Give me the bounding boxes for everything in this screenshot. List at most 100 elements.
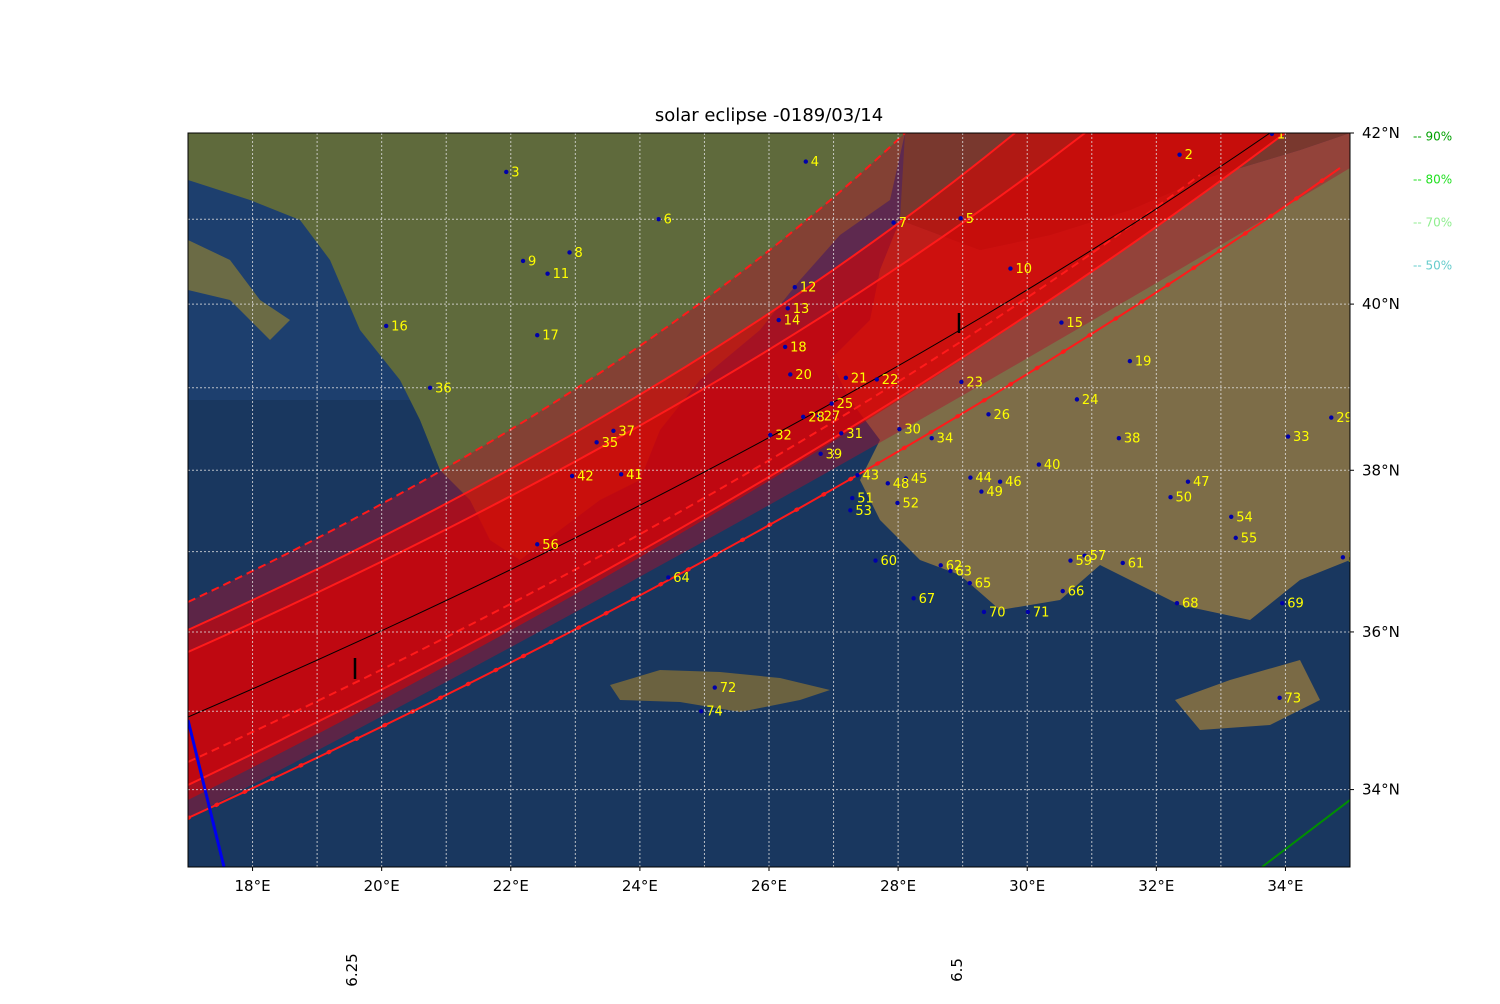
place-label: 38: [1124, 432, 1141, 447]
place-dot: [567, 250, 572, 255]
place-label: 55: [1241, 531, 1258, 546]
place-dot: [885, 481, 890, 486]
place-label: 39: [826, 447, 843, 462]
place-label: 74: [706, 705, 723, 720]
legend-entry: -- 90%: [1413, 130, 1452, 144]
central-band: [188, 133, 1285, 785]
x-tick-label: 34°E: [1267, 877, 1303, 895]
place-dot: [843, 375, 849, 380]
place-dot: [712, 685, 717, 690]
place-dot: [839, 431, 844, 436]
place-label: 56: [542, 538, 559, 553]
place-label: 8: [575, 246, 583, 261]
map-title: solar eclipse -0189/03/14: [655, 105, 883, 126]
place-label: 24: [1082, 393, 1099, 408]
place-label: 13: [793, 302, 810, 317]
place-dot: [948, 568, 953, 574]
y-tick-label: 38°N: [1362, 461, 1400, 479]
place-dot: [848, 508, 853, 513]
place-dot: [816, 413, 821, 419]
y-tick-label: 34°N: [1362, 781, 1400, 799]
place-label: 67: [919, 592, 936, 607]
x-tick-label: 22°E: [493, 877, 529, 895]
limit-line: [188, 719, 226, 867]
place-dot: [959, 379, 964, 385]
place-dot: [903, 476, 909, 481]
place-label: 11: [553, 267, 570, 282]
place-label: 53: [855, 504, 872, 519]
place-label: 5: [966, 212, 974, 227]
place-dot: [699, 709, 704, 714]
place-label: 32: [775, 428, 792, 443]
land-cyprus: [1175, 660, 1320, 730]
place-dot: [895, 500, 900, 506]
limit-line: [1261, 799, 1350, 867]
place-label: 65: [975, 577, 992, 592]
place-dot: [535, 332, 540, 338]
boundary-dashed: [188, 174, 1201, 763]
place-label: 25: [837, 397, 854, 412]
place-label: 50: [1176, 491, 1193, 506]
place-dot: [383, 323, 389, 329]
place-label: 42: [577, 469, 594, 484]
place-dot: [911, 596, 916, 601]
place-dot: [1233, 535, 1238, 541]
place-label: 23: [966, 375, 983, 390]
time-label: 6.25: [343, 953, 361, 986]
place-dot: [897, 426, 902, 432]
place-label: 54: [1236, 510, 1253, 525]
place-label: 6: [664, 213, 672, 228]
place-dot: [1082, 553, 1087, 558]
place-dot: [1329, 415, 1334, 420]
place-label: 14: [784, 314, 801, 329]
place-label: 26: [993, 408, 1010, 423]
place-dot: [656, 216, 661, 222]
legend: -- 90% -- 80% -- 70% -- 50%: [1413, 130, 1452, 273]
land-italy: [188, 240, 290, 340]
place-label: 3: [511, 165, 519, 180]
place-label: 60: [881, 554, 898, 569]
place-dot: [1269, 133, 1275, 137]
place-label: 61: [1128, 556, 1145, 571]
place-dot: [427, 385, 433, 390]
place-label: 51: [857, 492, 874, 507]
place-dot: [855, 472, 860, 478]
place-dot: [986, 412, 991, 417]
place-label: 70: [989, 605, 1006, 620]
place-dot: [968, 475, 973, 480]
place-dot: [1059, 320, 1064, 325]
place-label: 22: [882, 373, 899, 388]
place-dot: [1280, 600, 1285, 606]
place-label: 72: [720, 681, 737, 696]
place-label: 52: [902, 496, 919, 511]
legend-entry: -- 80%: [1413, 173, 1452, 187]
place-label: 17: [542, 329, 559, 344]
place-dot: [874, 377, 880, 382]
place-label: 18: [790, 340, 807, 355]
x-tick-label: 26°E: [751, 877, 787, 895]
place-dot: [611, 428, 616, 434]
place-label: 19: [1135, 355, 1152, 370]
place-label: 66: [1068, 585, 1085, 600]
place-dot: [1116, 436, 1122, 441]
place-label: 4: [811, 155, 819, 170]
place-dot: [1174, 600, 1180, 606]
place-label: 58: [1348, 551, 1365, 566]
place-dot: [1120, 560, 1125, 566]
place-label: 2: [1185, 148, 1193, 163]
place-label: 71: [1033, 605, 1050, 620]
time-label: 6.5: [948, 958, 966, 982]
place-label: 45: [911, 472, 928, 487]
place-label: 9: [528, 254, 536, 269]
place-dot: [803, 159, 808, 164]
y-tick-label: 40°N: [1362, 295, 1400, 313]
place-label: 64: [673, 571, 690, 586]
place-label: 21: [851, 371, 868, 386]
place-dot: [776, 317, 781, 323]
boundary: [188, 167, 1341, 819]
place-dot: [967, 580, 972, 586]
place-label: 1: [1277, 127, 1285, 142]
x-tick-label: 28°E: [880, 877, 916, 895]
place-label: 10: [1015, 262, 1032, 277]
place-label: 7: [899, 216, 907, 231]
